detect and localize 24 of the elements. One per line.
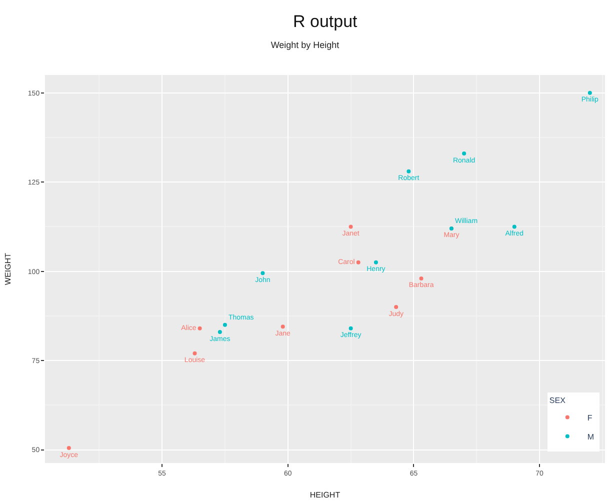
x-axis-title: HEIGHT: [310, 490, 340, 500]
point: [356, 260, 360, 264]
point: [218, 330, 222, 334]
point: [588, 90, 592, 95]
point: [260, 271, 265, 276]
point: [192, 351, 197, 356]
y-axis-title: WEIGHT: [4, 252, 13, 285]
point: [280, 324, 285, 329]
point: [394, 305, 398, 310]
point: [419, 276, 424, 280]
legend-label: M: [587, 432, 594, 442]
point: [348, 224, 353, 229]
legend-title: SEX: [549, 396, 566, 405]
point: [512, 224, 516, 229]
point: [66, 446, 71, 450]
point: [406, 169, 411, 174]
point: [462, 152, 466, 156]
chart-title: Weight by Height: [270, 40, 340, 50]
legend-label: F: [587, 413, 592, 422]
text: R output: [293, 12, 358, 31]
point: [198, 326, 202, 330]
point: [222, 322, 227, 327]
point: [348, 326, 353, 330]
point: [374, 260, 378, 264]
